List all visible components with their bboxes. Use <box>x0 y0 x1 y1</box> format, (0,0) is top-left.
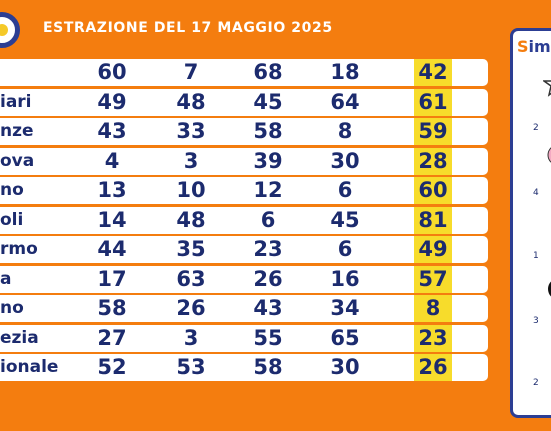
extracted-number: 64 <box>330 89 360 114</box>
extracted-number: 60 <box>97 60 127 84</box>
city-name: iari <box>0 91 32 112</box>
extracted-number: 44 <box>97 237 127 261</box>
city-name: no <box>0 180 24 200</box>
extracted-number: 45 <box>330 207 360 232</box>
extracted-number: 18 <box>330 60 360 84</box>
logo-text: im <box>528 37 551 56</box>
table-row: 60 7 68 18 42 <box>0 59 488 86</box>
extracted-number: 39 <box>253 148 283 173</box>
extracted-number: 58 <box>253 119 283 143</box>
city-name: ezia <box>0 327 39 348</box>
extracted-number-fifth: 8 <box>414 295 452 322</box>
table-row: ova 4 3 39 30 28 <box>0 147 488 175</box>
city-name: a <box>0 268 12 289</box>
bar-symbol-icon <box>543 336 551 362</box>
extracted-number: 23 <box>253 237 283 261</box>
ball-symbol-icon <box>548 281 551 297</box>
extracted-number: 17 <box>97 266 127 291</box>
table-row: no 13 10 12 6 60 <box>0 177 488 204</box>
extracted-number-fifth: 81 <box>414 206 452 234</box>
header-bar: ESTRAZIONE DEL 17 MAGGIO 2025 <box>0 0 551 58</box>
extracted-number: 35 <box>176 237 206 261</box>
extracted-number: 7 <box>183 60 199 84</box>
extracted-number: 34 <box>330 296 360 320</box>
extracted-number: 48 <box>176 207 206 232</box>
extracted-number: 26 <box>176 296 206 320</box>
extracted-number: 13 <box>97 178 127 202</box>
city-name: oli <box>0 209 24 230</box>
extracted-number-fifth: 28 <box>414 147 452 175</box>
extracted-number: 55 <box>253 325 283 350</box>
extracted-number: 27 <box>97 325 127 350</box>
symbol-number: 3 <box>533 316 539 326</box>
extracted-number: 14 <box>97 207 127 232</box>
extracted-number: 3 <box>183 148 199 173</box>
table-row: a 17 63 26 16 57 <box>0 265 488 293</box>
extracted-number-fifth: 23 <box>414 324 452 352</box>
table-row: no 58 26 43 34 8 <box>0 295 488 322</box>
extracted-number: 3 <box>183 325 199 350</box>
extracted-number: 43 <box>97 119 127 143</box>
extracted-number: 49 <box>97 89 127 114</box>
symbol-number: 1 <box>533 251 539 261</box>
extracted-number-fifth: 57 <box>414 265 452 293</box>
star-symbol-icon <box>543 80 551 97</box>
simbolotto-logo: Sim <box>517 37 551 56</box>
extracted-number: 6 <box>260 207 276 232</box>
extracted-number: 16 <box>330 266 360 291</box>
extracted-number-fifth: 42 <box>414 59 452 86</box>
extracted-number: 53 <box>176 355 206 379</box>
extracted-number: 33 <box>176 119 206 143</box>
table-row: rmo 44 35 23 6 49 <box>0 236 488 263</box>
city-name: no <box>0 298 24 318</box>
extracted-number: 26 <box>253 266 283 291</box>
city-name: rmo <box>0 239 38 259</box>
extracted-number: 4 <box>104 148 120 173</box>
pig-symbol-icon <box>547 147 551 163</box>
table-row: iari 49 48 45 64 61 <box>0 88 488 116</box>
extracted-number: 58 <box>97 296 127 320</box>
city-name: ova <box>0 150 35 171</box>
extracted-number: 48 <box>176 89 206 114</box>
symbol-number: 2 <box>533 378 539 388</box>
extracted-number: 63 <box>176 266 206 291</box>
extracted-number: 8 <box>337 119 353 143</box>
extracted-number-fifth: 59 <box>414 118 452 145</box>
table-row: ezia 27 3 55 65 23 <box>0 324 488 352</box>
city-name: ionale <box>0 357 59 377</box>
extracted-number: 65 <box>330 325 360 350</box>
extracted-number-fifth: 61 <box>414 88 452 116</box>
simbolotto-panel: Sim 2 4 1 3 2 <box>510 28 551 418</box>
symbol-number: 2 <box>533 123 539 133</box>
extracted-number: 58 <box>253 355 283 379</box>
extracted-number: 45 <box>253 89 283 114</box>
lotto-logo-icon <box>0 12 20 48</box>
extracted-number: 10 <box>176 178 206 202</box>
extracted-number: 30 <box>330 148 360 173</box>
page-title: ESTRAZIONE DEL 17 MAGGIO 2025 <box>43 20 333 36</box>
table-row: ionale 52 53 58 30 26 <box>0 354 488 381</box>
extracted-number-fifth: 60 <box>414 177 452 204</box>
extracted-number-fifth: 49 <box>414 236 452 263</box>
table-row: nze 43 33 58 8 59 <box>0 118 488 145</box>
extracted-number: 43 <box>253 296 283 320</box>
table-row: oli 14 48 6 45 81 <box>0 206 488 234</box>
extracted-number: 6 <box>337 178 353 202</box>
extracted-number: 12 <box>253 178 283 202</box>
city-name: nze <box>0 121 34 141</box>
extracted-number: 30 <box>330 355 360 379</box>
symbol-number: 4 <box>533 188 539 198</box>
extracted-number: 68 <box>253 60 283 84</box>
extracted-number: 52 <box>97 355 127 379</box>
logo-letter: S <box>517 37 529 56</box>
extracted-number-fifth: 26 <box>414 354 452 381</box>
extracted-number: 6 <box>337 237 353 261</box>
